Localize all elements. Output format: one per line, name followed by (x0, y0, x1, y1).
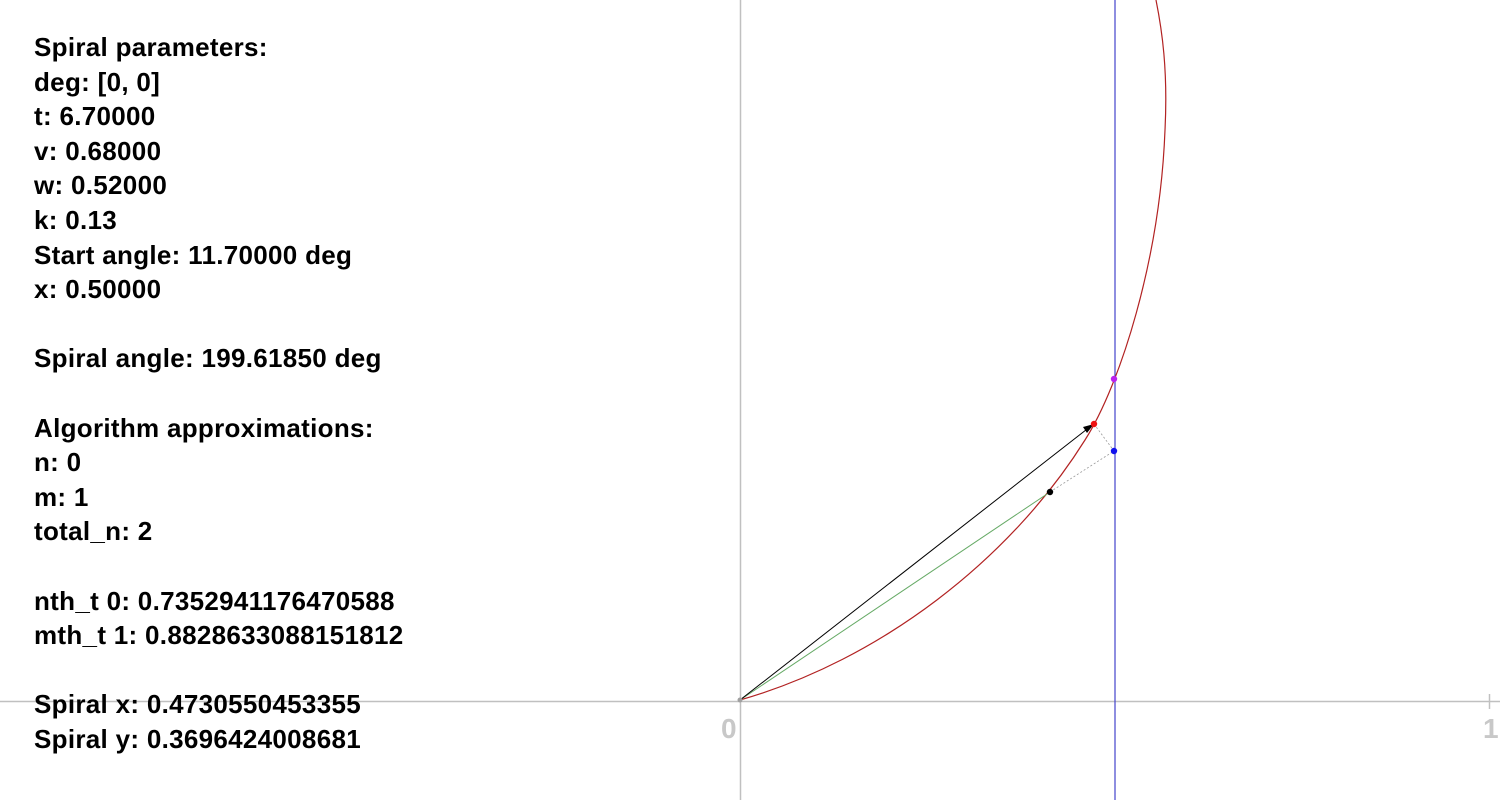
spiral-parameters-heading: Spiral parameters: (34, 32, 268, 62)
x-axis-label-one: 1 (1483, 713, 1499, 744)
spacer (34, 376, 404, 411)
v-value: v: 0.68000 (34, 135, 162, 166)
spacer (34, 549, 404, 584)
algorithm-heading: Algorithm approximations: (34, 412, 374, 443)
x-value: x: 0.50000 (34, 274, 162, 305)
spiral-curve (739, 0, 1167, 701)
purple-point (1110, 375, 1118, 383)
n-value: n: 0 (34, 447, 82, 478)
deg-value: deg: [0, 0] (34, 66, 161, 97)
spacer (34, 307, 404, 342)
info-panel: Spiral parameters: deg: [0, 0] t: 6.7000… (34, 30, 404, 756)
x-axis-label-zero: 0 (721, 713, 737, 744)
t-value: t: 6.70000 (34, 101, 156, 132)
red-to-blue-connector (1093, 423, 1115, 452)
origin-point (737, 697, 743, 703)
m-value: m: 1 (34, 481, 89, 512)
spacer (34, 653, 404, 688)
spiral-y-value: Spiral y: 0.3696424008681 (34, 723, 361, 754)
k-value: k: 0.13 (34, 204, 118, 235)
w-value: w: 0.52000 (34, 170, 168, 201)
spiral-point-arrow (739, 425, 1092, 701)
total-n-value: total_n: 2 (34, 516, 153, 547)
blue-point (1110, 447, 1118, 455)
arrow-head (1083, 424, 1094, 433)
mth-t-value: mth_t 1: 0.8828633088151812 (34, 620, 404, 651)
nth-t-value: nth_t 0: 0.7352941176470588 (34, 585, 395, 616)
approximation-extension (1049, 450, 1115, 493)
black-point (1046, 488, 1054, 496)
red-point (1090, 420, 1098, 428)
approximation-line (739, 491, 1051, 701)
spiral-angle-value: Spiral angle: 199.61850 deg (34, 343, 382, 374)
start-angle-value: Start angle: 11.70000 deg (34, 239, 353, 270)
spiral-x-value: Spiral x: 0.4730550453355 (34, 689, 361, 720)
